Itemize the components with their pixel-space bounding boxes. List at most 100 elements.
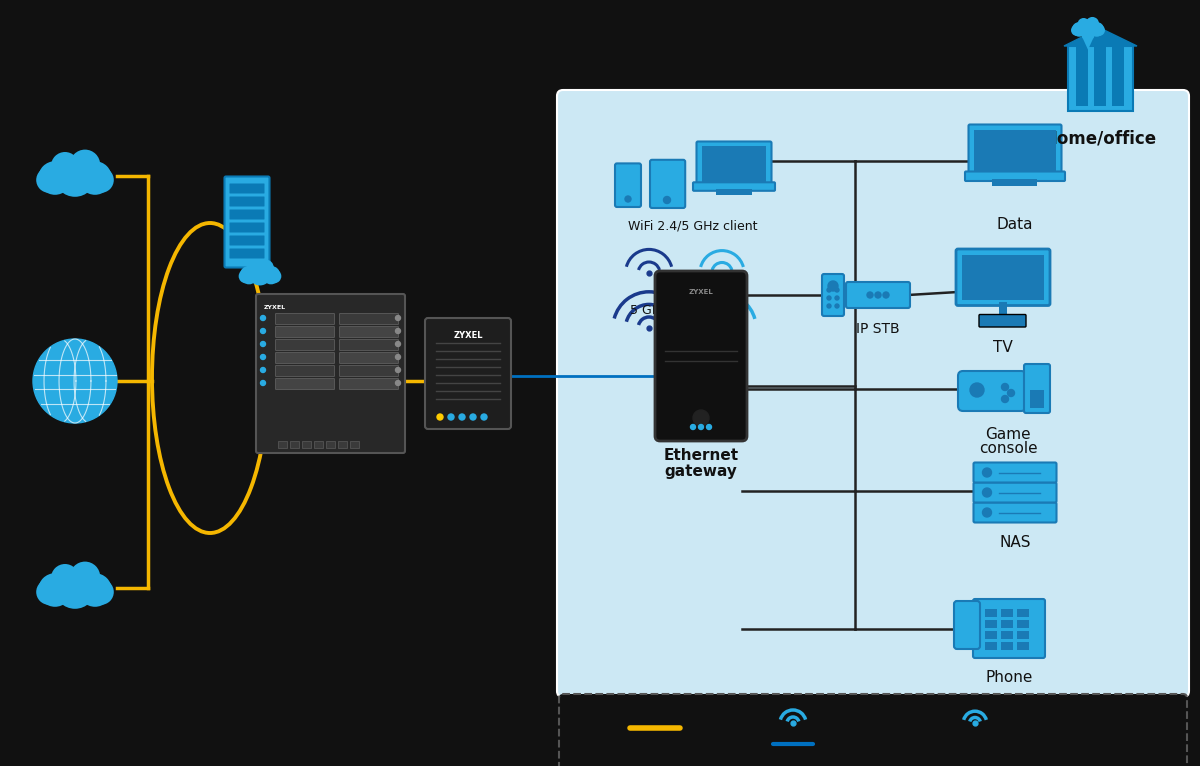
Text: Phone: Phone	[985, 670, 1033, 685]
Circle shape	[437, 414, 443, 420]
Bar	[1001, 642, 1013, 650]
Bar	[985, 642, 997, 650]
Circle shape	[1072, 22, 1086, 37]
FancyBboxPatch shape	[614, 163, 641, 207]
Bar	[326, 441, 335, 448]
FancyBboxPatch shape	[965, 172, 1064, 181]
Circle shape	[54, 155, 96, 197]
FancyBboxPatch shape	[979, 315, 1026, 327]
Circle shape	[1002, 395, 1008, 402]
Bar	[702, 146, 766, 182]
Circle shape	[396, 355, 401, 359]
Circle shape	[260, 381, 265, 385]
Circle shape	[866, 292, 872, 298]
Circle shape	[827, 304, 830, 308]
Bar	[290, 441, 299, 448]
FancyBboxPatch shape	[340, 326, 398, 338]
Text: WiFi 2.4/5 GHz client: WiFi 2.4/5 GHz client	[629, 219, 757, 232]
Polygon shape	[1081, 36, 1094, 50]
FancyBboxPatch shape	[229, 248, 264, 258]
Text: 2.4 GHz: 2.4 GHz	[697, 304, 746, 317]
Text: NAS: NAS	[1000, 535, 1031, 550]
FancyBboxPatch shape	[276, 339, 335, 351]
FancyBboxPatch shape	[559, 694, 1187, 766]
FancyBboxPatch shape	[229, 197, 264, 207]
Bar	[1094, 46, 1106, 106]
Circle shape	[983, 488, 991, 497]
FancyBboxPatch shape	[956, 249, 1050, 306]
Circle shape	[262, 266, 281, 284]
Bar	[985, 631, 997, 639]
Text: gateway: gateway	[665, 464, 738, 479]
FancyBboxPatch shape	[425, 318, 511, 429]
Circle shape	[54, 567, 96, 609]
FancyBboxPatch shape	[276, 378, 335, 389]
Circle shape	[692, 410, 709, 426]
Bar	[1001, 631, 1013, 639]
Circle shape	[1002, 384, 1008, 391]
Bar	[1016, 642, 1028, 650]
FancyBboxPatch shape	[696, 142, 772, 187]
Bar	[1076, 46, 1088, 106]
Circle shape	[698, 424, 703, 430]
Circle shape	[260, 316, 265, 320]
Bar	[1016, 609, 1028, 617]
FancyBboxPatch shape	[229, 235, 264, 245]
FancyBboxPatch shape	[557, 90, 1189, 697]
Bar	[1001, 609, 1013, 617]
FancyBboxPatch shape	[954, 601, 980, 649]
FancyBboxPatch shape	[340, 339, 398, 351]
Circle shape	[38, 573, 72, 607]
Circle shape	[52, 564, 79, 592]
Bar	[962, 255, 1044, 300]
Circle shape	[396, 329, 401, 333]
Text: Data: Data	[997, 217, 1033, 232]
Circle shape	[458, 414, 464, 420]
Circle shape	[78, 573, 112, 607]
FancyBboxPatch shape	[650, 160, 685, 208]
FancyBboxPatch shape	[256, 294, 406, 453]
FancyBboxPatch shape	[229, 222, 264, 233]
Circle shape	[1086, 17, 1099, 30]
Circle shape	[983, 468, 991, 477]
Text: IP STB: IP STB	[856, 322, 900, 336]
Circle shape	[260, 368, 265, 372]
FancyBboxPatch shape	[973, 463, 1056, 483]
Circle shape	[883, 292, 889, 298]
Circle shape	[707, 424, 712, 430]
Circle shape	[664, 197, 671, 204]
Circle shape	[268, 269, 281, 283]
FancyBboxPatch shape	[692, 182, 775, 191]
Circle shape	[835, 296, 839, 300]
Circle shape	[448, 414, 454, 420]
Circle shape	[38, 161, 72, 195]
Circle shape	[70, 561, 101, 592]
FancyBboxPatch shape	[822, 274, 844, 316]
Bar	[1068, 46, 1133, 111]
Circle shape	[828, 281, 838, 291]
Bar	[992, 178, 1037, 186]
Circle shape	[827, 296, 830, 300]
FancyBboxPatch shape	[229, 184, 264, 194]
Circle shape	[470, 414, 476, 420]
Text: ZYXEL: ZYXEL	[454, 331, 482, 340]
Circle shape	[875, 292, 881, 298]
Text: Ethernet: Ethernet	[664, 448, 738, 463]
Circle shape	[835, 304, 839, 308]
Circle shape	[983, 508, 991, 517]
FancyBboxPatch shape	[340, 313, 398, 325]
Circle shape	[260, 342, 265, 346]
FancyBboxPatch shape	[1024, 364, 1050, 413]
Circle shape	[260, 329, 265, 333]
Bar	[985, 609, 997, 617]
Circle shape	[89, 167, 114, 193]
Bar	[1016, 631, 1028, 639]
Circle shape	[260, 355, 265, 359]
Circle shape	[36, 167, 62, 193]
Circle shape	[690, 424, 696, 430]
FancyBboxPatch shape	[973, 483, 1056, 502]
Circle shape	[78, 161, 112, 195]
Text: Home/office: Home/office	[1044, 129, 1157, 147]
FancyBboxPatch shape	[276, 352, 335, 364]
Circle shape	[1093, 25, 1105, 36]
